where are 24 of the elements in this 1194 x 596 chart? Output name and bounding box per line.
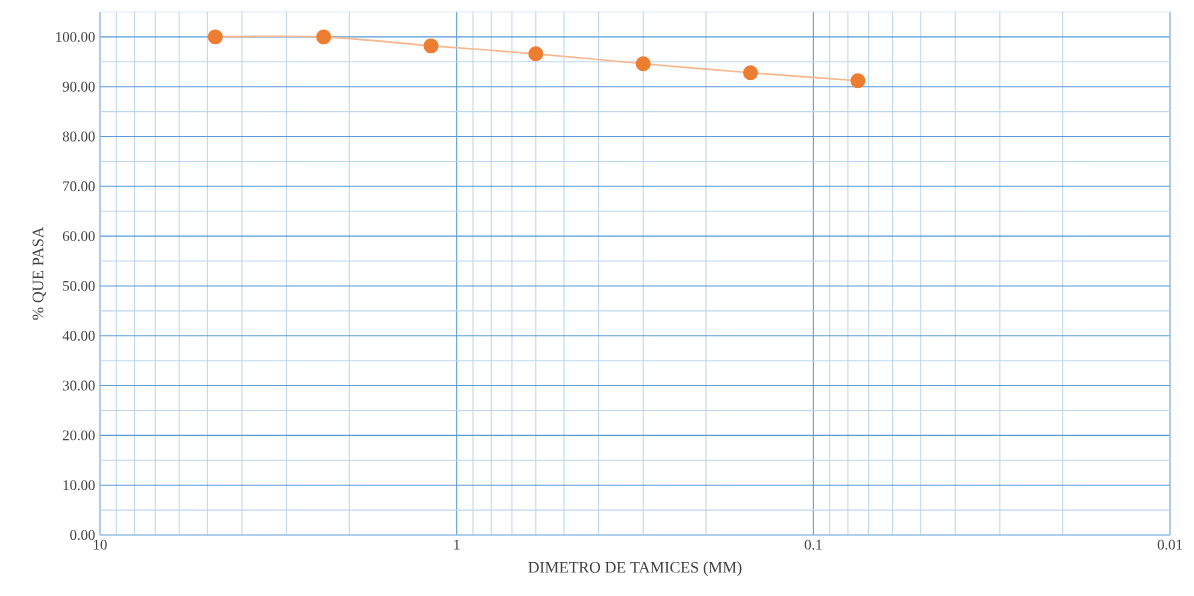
x-tick-label: 0.1 bbox=[804, 539, 822, 550]
x-tick-label: 1 bbox=[454, 539, 460, 550]
y-tick-label: 70.00 bbox=[63, 181, 95, 192]
point bbox=[635, 56, 651, 72]
y-axis-title: % QUE PASA bbox=[32, 226, 46, 320]
x-tick-label: 10 bbox=[93, 539, 107, 550]
y-tick-label: 0.00 bbox=[70, 530, 95, 540]
point bbox=[316, 29, 332, 45]
y-tick-label: 100.00 bbox=[56, 31, 95, 42]
y-tick-label: 30.00 bbox=[63, 380, 95, 391]
y-tick-label: 50.00 bbox=[63, 280, 95, 291]
y-tick-label: 80.00 bbox=[62, 131, 95, 142]
point bbox=[850, 73, 866, 89]
point bbox=[423, 38, 439, 54]
y-tick-label: 90.00 bbox=[62, 81, 95, 92]
y-tick-label: 60.00 bbox=[62, 231, 95, 242]
y-tick-label: 10.00 bbox=[63, 480, 95, 491]
x-tick-label: 0.01 bbox=[1157, 539, 1182, 550]
point bbox=[743, 65, 759, 81]
point bbox=[207, 29, 223, 45]
y-tick-label: 40.00 bbox=[62, 330, 95, 341]
y-tick-label: 20.00 bbox=[62, 430, 95, 441]
x-axis-title: DIMETRO DE TAMICES (MM) bbox=[528, 561, 742, 576]
point bbox=[528, 46, 544, 62]
